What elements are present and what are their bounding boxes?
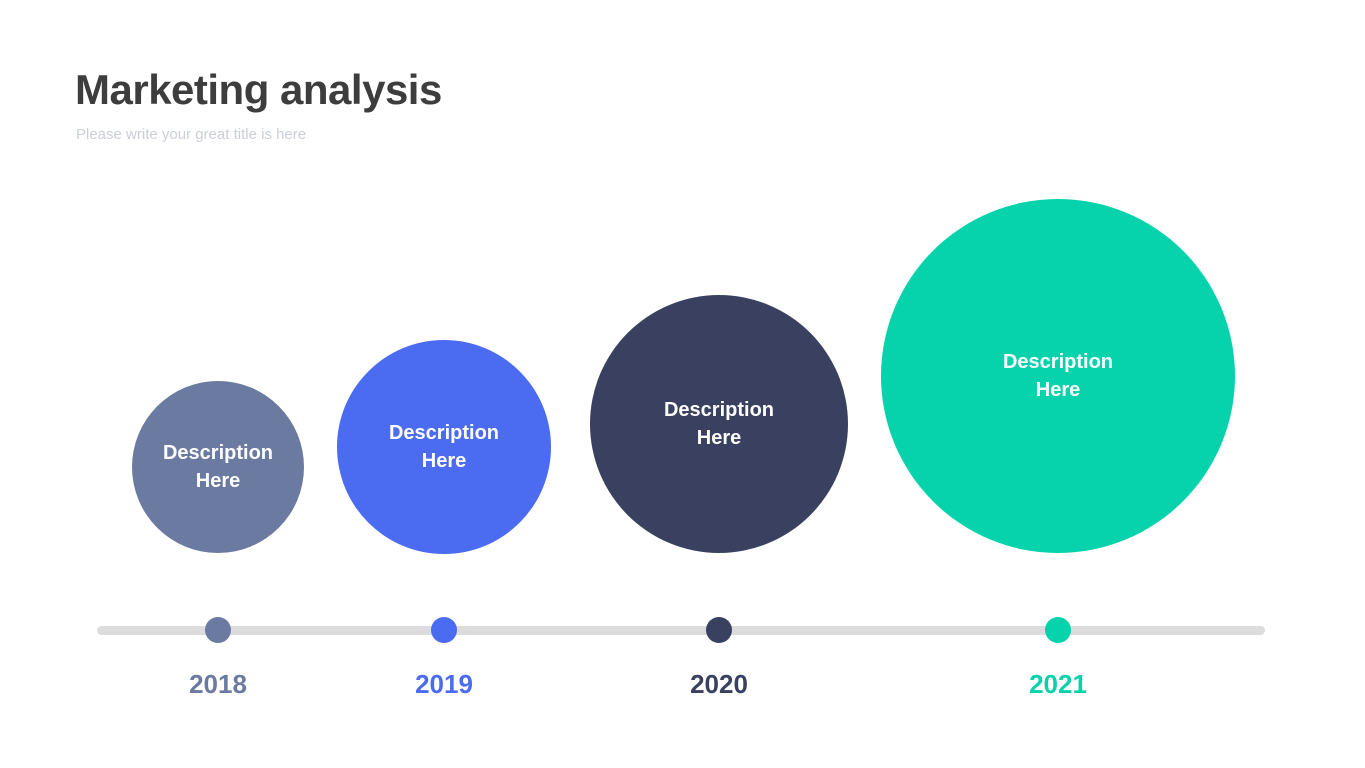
timeline-bubble-2018: Description Here [132,381,304,553]
year-label-2018: 2018 [189,669,247,699]
bubble-label: Description Here [663,399,775,449]
timeline-track [97,626,1265,635]
bubble-label: Description Here [1002,351,1114,401]
year-label-2019: 2019 [415,669,473,699]
timeline-bubble-2021: Description Here [881,199,1235,553]
year-label-2020: 2020 [690,669,748,699]
timeline-dot-2019 [431,617,457,643]
page-subtitle: Please write your great title is here [76,126,307,143]
timeline-dot-2021 [1045,617,1071,643]
timeline-dot-2020 [706,617,732,643]
page-title: Marketing analysis [75,66,442,113]
timeline-bubble-2020: Description Here [590,295,848,553]
timeline-bubble-2019: Description Here [337,340,551,554]
year-label-2021: 2021 [1029,669,1087,699]
bubble-label: Description Here [388,422,500,472]
timeline-dot-2018 [205,617,231,643]
bubble-label: Description Here [162,442,274,492]
